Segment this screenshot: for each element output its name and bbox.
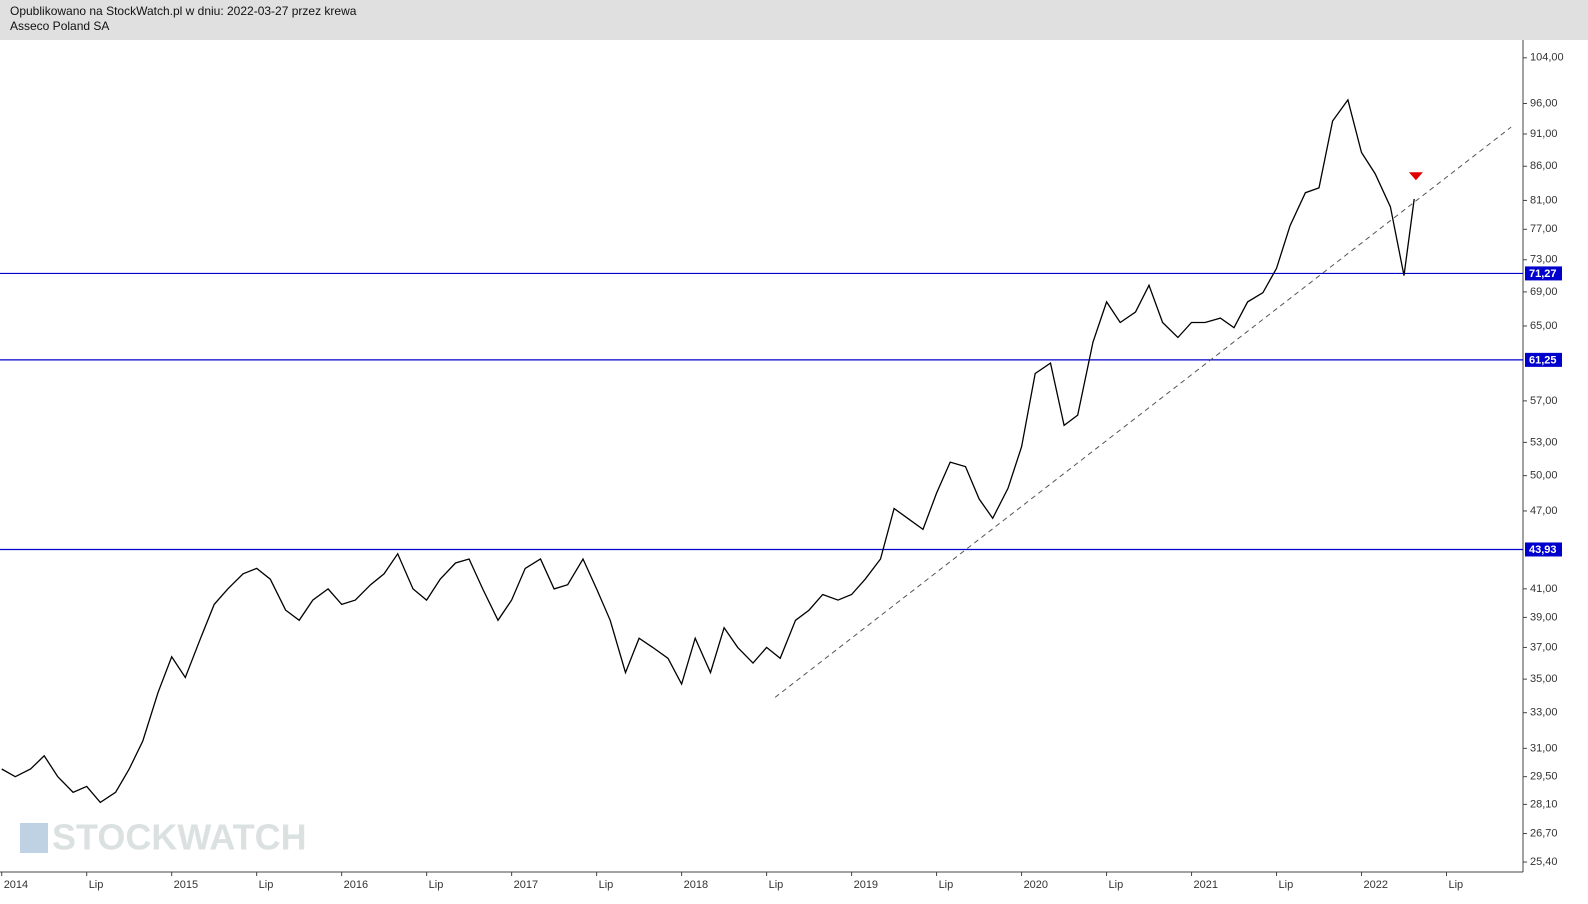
y-tick-label: 69,00 (1530, 286, 1558, 298)
x-tick-label: 2015 (174, 879, 198, 891)
level-label-box (1525, 542, 1562, 557)
y-tick-label: 26,70 (1530, 827, 1558, 839)
y-tick-label: 65,00 (1530, 320, 1558, 332)
x-tick-label: 2022 (1364, 879, 1388, 891)
price-line (1, 98, 1415, 804)
y-tick-label: 104,00 (1530, 52, 1564, 64)
y-tick-label: 37,00 (1530, 641, 1558, 653)
x-tick-label: Lip (89, 879, 104, 891)
y-tick-label: 41,00 (1530, 583, 1558, 595)
y-tick-label: 29,50 (1530, 771, 1558, 783)
watermark: STOCKWATCH (20, 817, 307, 858)
y-tick-label: 96,00 (1530, 97, 1558, 109)
x-tick-label: Lip (429, 879, 444, 891)
x-tick-label: Lip (259, 879, 274, 891)
watermark-text: STOCKWATCH (52, 817, 307, 858)
x-tick-label: 2019 (854, 879, 878, 891)
y-tick-label: 31,00 (1530, 742, 1558, 754)
x-tick-label: Lip (599, 879, 614, 891)
y-tick-label: 73,00 (1530, 254, 1558, 266)
level-label: 71,27 (1529, 268, 1557, 280)
y-tick-label: 53,00 (1530, 436, 1558, 448)
instrument-name: Asseco Poland SA (10, 19, 109, 33)
trendline (774, 126, 1512, 698)
x-tick-label: Lip (769, 879, 784, 891)
x-tick-label: Lip (1109, 879, 1124, 891)
y-tick-label: 33,00 (1530, 707, 1558, 719)
watermark-icon (20, 823, 48, 853)
x-tick-label: Lip (939, 879, 954, 891)
y-tick-label: 35,00 (1530, 673, 1558, 685)
y-tick-label: 50,00 (1530, 470, 1558, 482)
y-tick-label: 57,00 (1530, 395, 1558, 407)
x-tick-label: 2018 (684, 879, 708, 891)
level-label: 61,25 (1529, 354, 1557, 366)
x-tick-label: 2021 (1194, 879, 1218, 891)
level-label-box (1525, 266, 1562, 281)
signal-marker (1408, 172, 1423, 181)
x-tick-label: 2017 (514, 879, 538, 891)
level-label-box (1525, 352, 1562, 367)
y-tick-label: 81,00 (1530, 194, 1558, 206)
x-tick-label: Lip (1279, 879, 1294, 891)
y-tick-label: 39,00 (1530, 611, 1558, 623)
y-tick-label: 47,00 (1530, 505, 1558, 517)
y-tick-label: 86,00 (1530, 160, 1558, 172)
x-tick-label: Lip (1449, 879, 1464, 891)
y-tick-label: 77,00 (1530, 223, 1558, 235)
published-note: Opublikowano na StockWatch.pl w dniu: 20… (10, 4, 357, 18)
y-tick-label: 91,00 (1530, 128, 1558, 140)
x-tick-label: 2020 (1024, 879, 1048, 891)
header-bar (0, 0, 1588, 40)
x-tick-label: 2016 (344, 879, 368, 891)
level-label: 43,93 (1529, 544, 1557, 556)
x-tick-label: 2014 (4, 879, 28, 891)
y-tick-label: 28,10 (1530, 798, 1558, 810)
y-tick-label: 25,40 (1530, 856, 1558, 868)
